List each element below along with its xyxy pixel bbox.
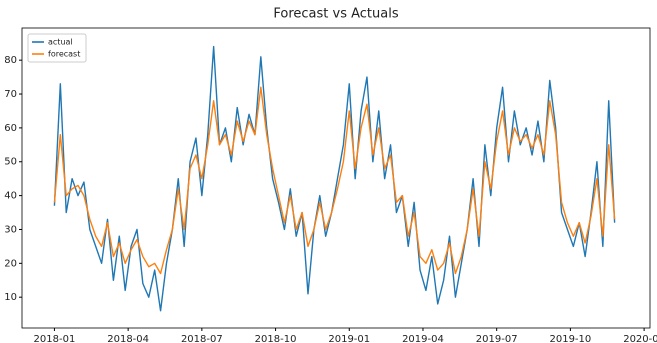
plot-frame <box>21 27 651 329</box>
x-tick-label: 2018-04 <box>107 334 149 343</box>
legend-label: actual <box>48 38 73 47</box>
series-line <box>53 45 616 312</box>
legend: actual forecast <box>27 33 87 63</box>
legend-box <box>27 33 87 63</box>
x-tick-label: 2019-10 <box>549 334 591 343</box>
x-tick-label: 2019-04 <box>402 334 444 343</box>
x-tick-label: 2018-10 <box>255 334 297 343</box>
chart-title: Forecast vs Actuals <box>273 7 398 22</box>
x-tick-label: 2018-01 <box>34 334 76 343</box>
x-tick-label: 2020-01 <box>623 334 657 343</box>
series-line <box>53 86 616 275</box>
y-tick-label: 30 <box>4 224 17 235</box>
x-tick-label: 2019-07 <box>476 334 518 343</box>
y-tick-label: 10 <box>4 292 17 303</box>
legend-label: forecast <box>48 50 80 59</box>
x-tick-label: 2018-07 <box>181 334 223 343</box>
y-tick-label: 40 <box>4 191 17 202</box>
y-tick-label: 50 <box>4 157 17 168</box>
y-tick-label: 20 <box>4 258 17 269</box>
x-tick-label: 2019-01 <box>328 334 370 343</box>
y-tick-label: 70 <box>4 89 17 100</box>
y-tick-label: 80 <box>4 55 17 66</box>
y-tick-label: 60 <box>4 123 17 134</box>
